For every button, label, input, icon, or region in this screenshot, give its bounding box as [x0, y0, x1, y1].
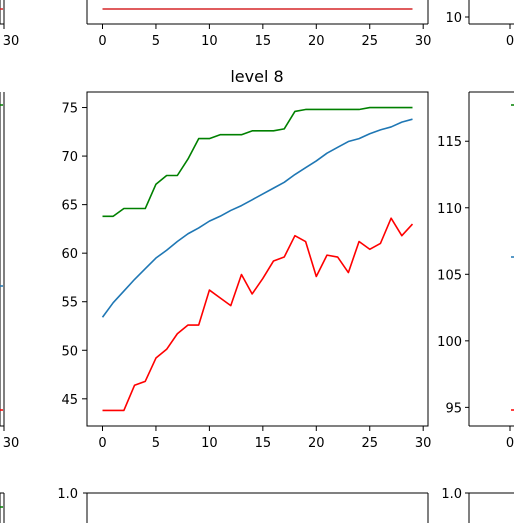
axes-top-right: 10 0: [445, 0, 514, 49]
series-line-2: [102, 217, 414, 412]
y-tick-label: 50: [61, 344, 78, 359]
tick-label: 30: [3, 436, 20, 451]
y-tick-label: 55: [61, 296, 78, 311]
x-tick-label: 5: [152, 34, 160, 49]
axes-top-left: 30: [0, 0, 19, 49]
y-tick-label: 100: [437, 335, 462, 350]
y-tick-label: 60: [61, 247, 78, 262]
x-tick-label: 30: [415, 34, 432, 49]
tick-label: 10: [445, 11, 462, 26]
axes-level-8: level 8 0 5 10 15 20 25 30 45 50 55 60 65 70 75: [61, 67, 431, 451]
tick-label: 0: [506, 34, 514, 49]
y-tick-label: 45: [61, 393, 78, 408]
y-tick-label: 110: [437, 202, 462, 217]
y-tick-label: 95: [445, 401, 462, 416]
axes-top-center: 0 5 10 15 20 25 30: [86, 0, 432, 49]
series-line-1: [101, 118, 413, 318]
chart-title: level 8: [230, 67, 283, 86]
x-tick-label: 25: [361, 436, 378, 451]
tick-label: 30: [3, 34, 20, 49]
axes-bottom-left: [0, 492, 5, 523]
x-tick-label: 0: [98, 34, 106, 49]
y-tick-label: 65: [61, 199, 78, 214]
y-tick-label: 115: [437, 135, 462, 150]
x-tick-label: 5: [152, 436, 160, 451]
y-tick-label: 70: [61, 150, 78, 165]
x-tick-label: 10: [201, 34, 218, 49]
x-tick-label: 25: [361, 34, 378, 49]
axes-bottom-right: 1.0: [441, 487, 514, 523]
x-tick-label: 20: [308, 34, 325, 49]
tick-label: 0: [506, 436, 514, 451]
series-line-0: [102, 106, 413, 218]
tick-label: 1.0: [57, 487, 78, 502]
axes-middle-right: 0 95 100 105 110 115: [437, 91, 514, 451]
y-tick-label: 75: [61, 102, 78, 117]
x-tick-label: 15: [255, 34, 272, 49]
x-tick-label: 15: [255, 436, 272, 451]
tick-label: 1.0: [441, 487, 462, 502]
x-tick-label: 0: [98, 436, 106, 451]
axes-bottom-center: 1.0: [57, 487, 429, 523]
x-tick-label: 30: [415, 436, 432, 451]
y-tick-label: 105: [437, 268, 462, 283]
axes-middle-left: 30: [0, 92, 19, 451]
x-tick-label: 10: [201, 436, 218, 451]
x-tick-label: 20: [308, 436, 325, 451]
